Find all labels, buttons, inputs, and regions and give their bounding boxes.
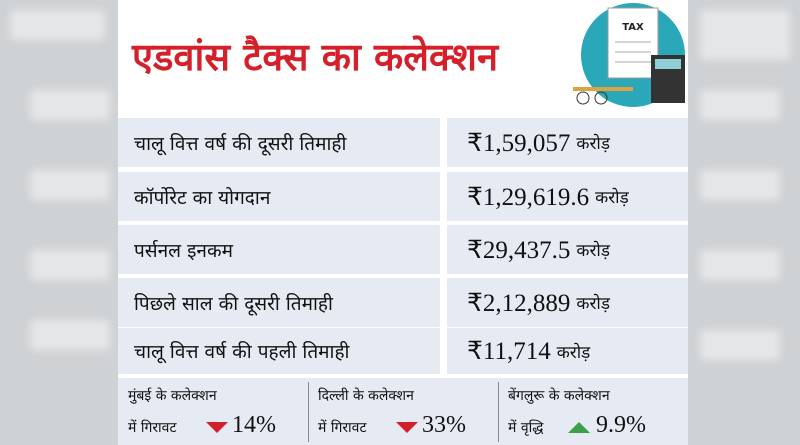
title: एडवांस टैक्स का कलेक्शन [132,35,499,79]
separator [498,382,499,442]
amount: ₹11,714 [467,338,551,365]
table-row: चालू वित्त वर्ष की पहली तिमाही ₹11,714 करो… [118,328,688,374]
footer-line2: में वृद्धि [508,420,544,436]
row-label: पिछले साल की दूसरी तिमाही [118,278,440,327]
infographic: एडवांस टैक्स का कलेक्शन TAX चालू वित्त व… [118,0,688,445]
footer-line2: में गिरावट [318,420,367,436]
bg-blur [700,250,780,280]
table-row: पिछले साल की दूसरी तिमाही ₹2,12,889 करोड़ [118,278,688,327]
icon-label: TAX [622,22,644,33]
bg-blur [30,250,110,280]
unit: करोड़ [576,241,610,261]
footer-line1: मुंबई के कलेक्शन [128,388,217,404]
footer-line1: बेंगलुरू के कलेक्शन [508,388,610,404]
amount: ₹1,59,057 [467,129,571,157]
row-label: चालू वित्त वर्ष की दूसरी तिमाही [118,118,440,167]
amount: ₹1,29,619.6 [467,183,590,211]
arrow-shape [396,422,418,433]
arrow-shape [206,422,228,433]
unit: करोड़ [556,342,591,363]
row-value: ₹29,437.5 करोड़ [447,225,688,274]
row-value: ₹1,59,057 करोड़ [447,118,688,167]
arrow-shape [568,422,590,433]
bg-blur [700,330,780,360]
change: 9.9% [596,412,646,438]
bg-blur [700,10,790,60]
change: 14% [232,412,276,438]
tax-icon: TAX [573,3,685,107]
row-value: ₹11,714 करोड़ [447,328,688,374]
table-row: कॉर्पोरेट का योगदान ₹1,29,619.6 करोड़ [118,172,688,221]
unit: करोड़ [595,188,629,208]
table-row: पर्सनल इनकम ₹29,437.5 करोड़ [118,225,688,274]
change: 33% [422,412,466,438]
row-label: पर्सनल इनकम [118,225,440,274]
separator [308,382,309,442]
bg-blur [30,170,110,200]
amount: ₹2,12,889 [467,289,571,317]
amount: ₹29,437.5 [467,236,571,264]
row-label: चालू वित्त वर्ष की पहली तिमाही [118,328,440,374]
footer-item: मुंबई के कलेक्शन में गिरावट 14% [118,378,308,445]
bg-blur [10,10,105,40]
trend-arrow [206,422,228,433]
footer: मुंबई के कलेक्शन में गिरावट 14% दिल्ली के क… [118,378,688,445]
trend-arrow [568,422,590,433]
bg-blur [30,90,110,120]
unit: करोड़ [576,134,610,154]
bg-blur [700,90,780,120]
row-label: कॉर्पोरेट का योगदान [118,172,440,221]
row-value: ₹2,12,889 करोड़ [447,278,688,327]
footer-item: बेंगलुरू के कलेक्शन में वृद्धि 9.9% [498,378,688,445]
trend-arrow [396,422,418,433]
bg-blur [30,320,110,350]
table-row: चालू वित्त वर्ष की दूसरी तिमाही ₹1,59,057… [118,118,688,167]
footer-item: दिल्ली के कलेक्शन में गिरावट 33% [308,378,498,445]
row-value: ₹1,29,619.6 करोड़ [447,172,688,221]
unit: करोड़ [576,294,610,314]
footer-line2: में गिरावट [128,420,177,436]
footer-line1: दिल्ली के कलेक्शन [318,388,414,404]
bg-blur [700,170,780,200]
